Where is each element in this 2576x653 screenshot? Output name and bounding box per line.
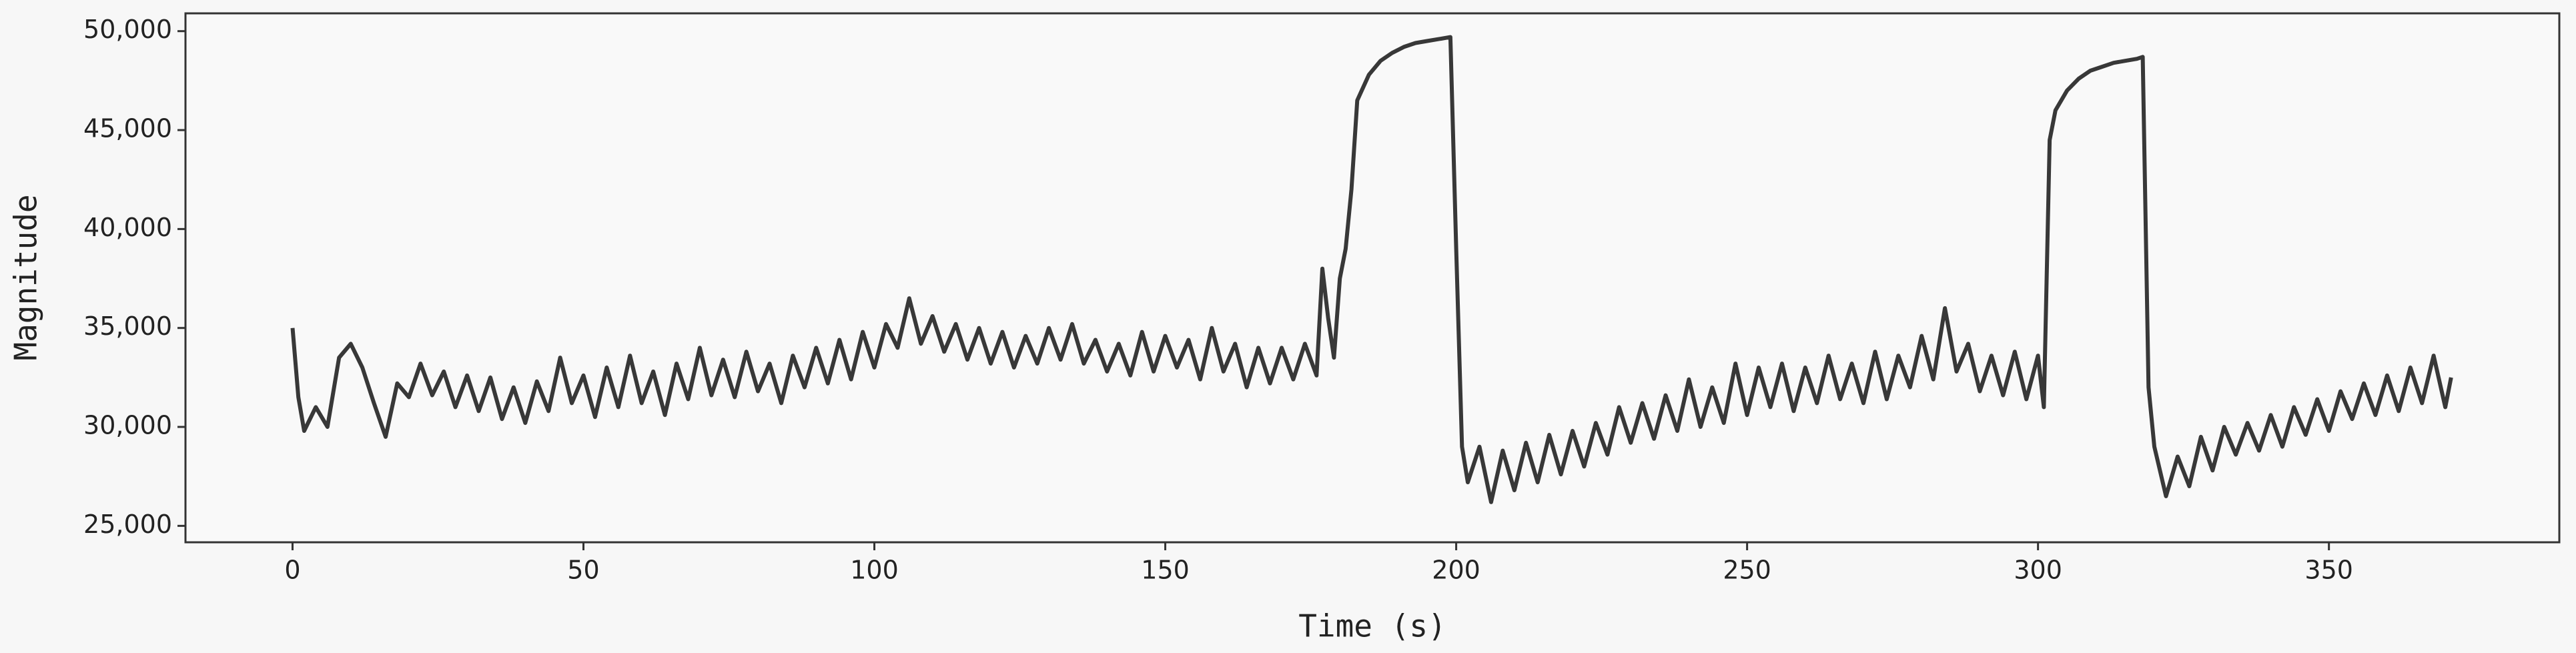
plot-area <box>184 12 2561 544</box>
x-axis-label: Time (s) <box>1298 608 1446 644</box>
data-line <box>290 35 2453 504</box>
x-tick-label: 350 <box>2304 556 2353 585</box>
y-tick-label: 25,000 <box>83 510 172 539</box>
y-tick-label: 30,000 <box>83 411 172 440</box>
x-tick-label: 200 <box>1432 556 1480 585</box>
y-tick-label: 50,000 <box>83 15 172 44</box>
y-tick-label: 45,000 <box>83 114 172 143</box>
x-tick-label: 250 <box>1723 556 1771 585</box>
x-tick-label: 100 <box>850 556 899 585</box>
x-tick-label: 150 <box>1141 556 1190 585</box>
y-tick-label: 35,000 <box>83 311 172 341</box>
y-tick-label: 40,000 <box>83 213 172 242</box>
x-tick-label: 50 <box>567 556 599 585</box>
y-axis-label: Magnitude <box>8 194 44 360</box>
x-tick-label: 0 <box>284 556 300 585</box>
x-tick-label: 300 <box>2014 556 2062 585</box>
